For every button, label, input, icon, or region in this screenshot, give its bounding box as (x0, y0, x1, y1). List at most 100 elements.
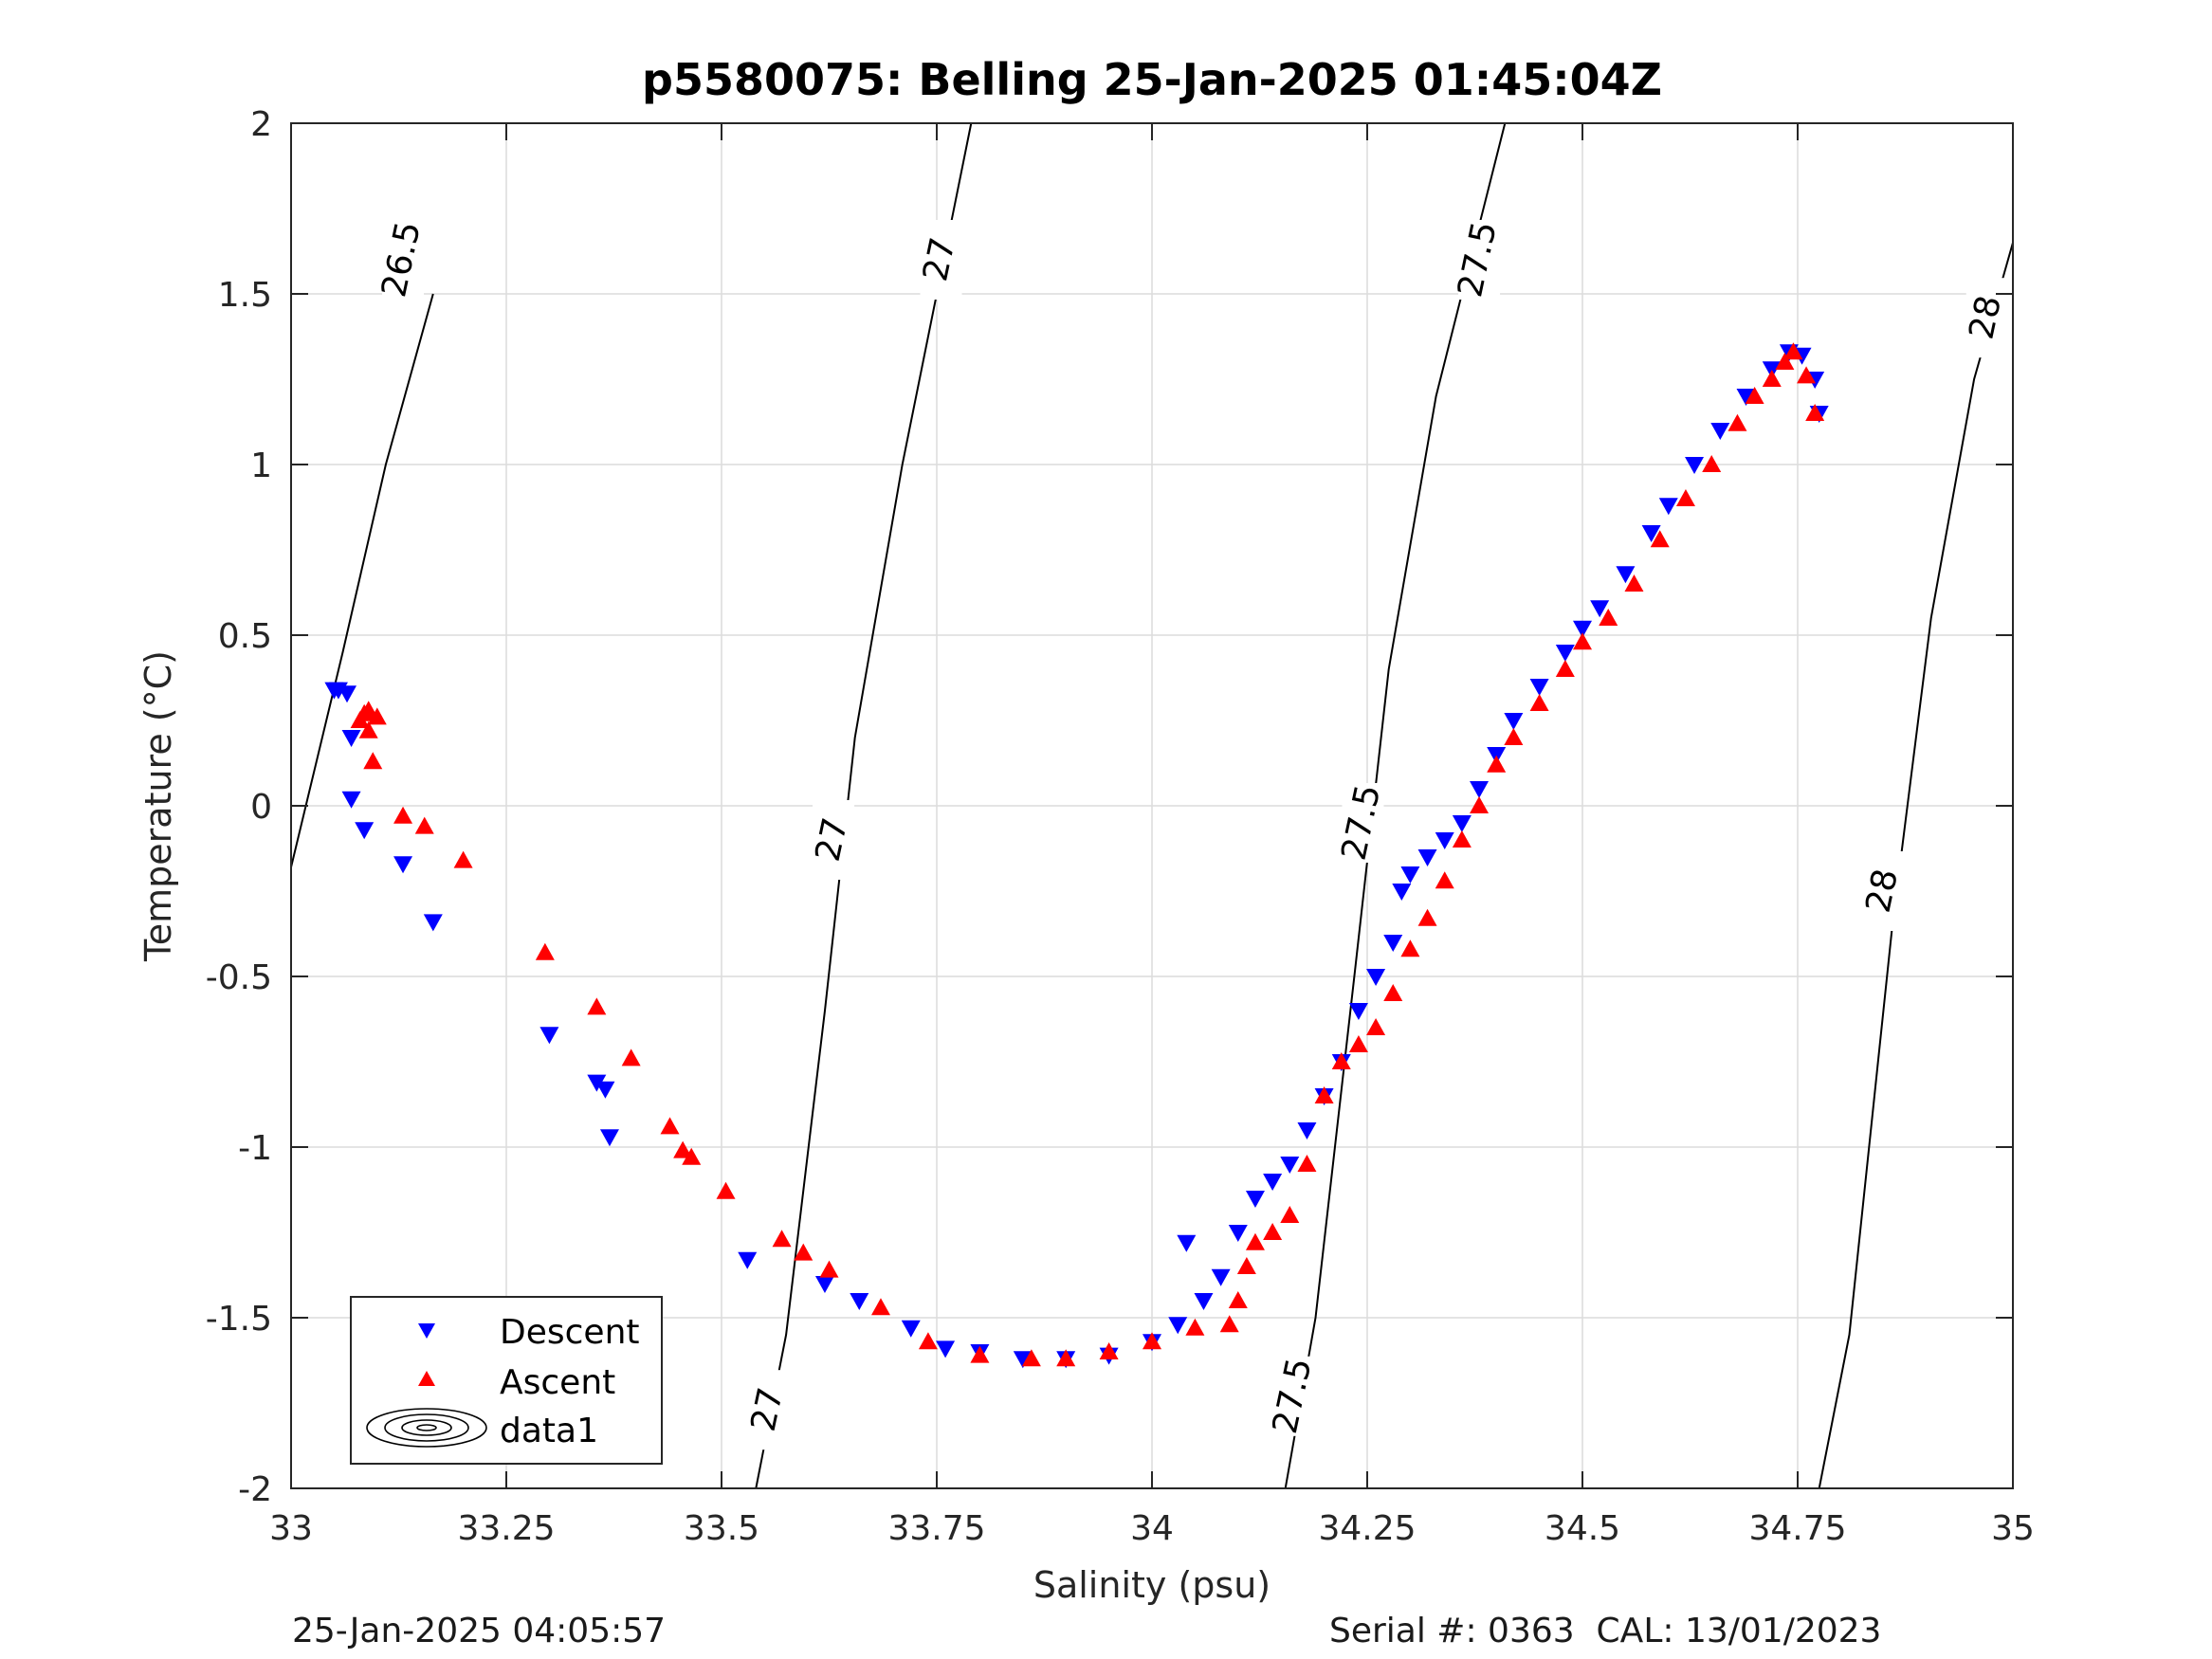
contour-label-mask (1458, 220, 1501, 300)
chart-title: p5580075: Belling 25-Jan-2025 01:45:04Z (642, 54, 1662, 105)
x-tick-label: 35 (1991, 1509, 2035, 1548)
footer-serial-cal: Serial #: 0363 CAL: 13/01/2023 (1329, 1612, 1882, 1650)
ascent-point (453, 850, 473, 868)
ascent-point (1245, 1232, 1265, 1250)
ascent-point (1228, 1291, 1248, 1308)
ascent-point (1297, 1155, 1317, 1172)
ascent-point (918, 1332, 938, 1350)
ascent-point (1056, 1349, 1076, 1367)
ascent-point (1783, 342, 1803, 360)
y-tick-label: -1 (238, 1129, 272, 1168)
descent-point (1211, 1268, 1231, 1286)
descent-point (1263, 1174, 1283, 1191)
contour-label: 27 (916, 234, 963, 284)
legend-descent-marker (418, 1323, 435, 1339)
ascent-point (1487, 755, 1507, 773)
ascent-point (1650, 530, 1670, 548)
descent-point (393, 856, 413, 874)
contour-label: 27 (809, 814, 856, 865)
y-tick-label: 2 (250, 105, 272, 144)
ascent-point (363, 752, 383, 770)
x-tick-label: 34.5 (1545, 1509, 1620, 1548)
contour-label-mask (382, 220, 425, 300)
descent-point (341, 791, 361, 809)
descent-point (1736, 389, 1756, 406)
contour-label-mask (920, 220, 962, 300)
descent-point (539, 1027, 559, 1045)
legend-ascent-marker (418, 1371, 435, 1386)
descent-point (599, 1129, 619, 1147)
ascent-point (772, 1230, 792, 1248)
legend-data1-label: data1 (500, 1412, 598, 1450)
ascent-point (1021, 1349, 1041, 1367)
descent-point (1280, 1157, 1300, 1174)
ascent-point (970, 1345, 990, 1363)
descent-point (1529, 679, 1549, 696)
x-tick-label: 33.5 (684, 1509, 759, 1548)
ascent-point (1143, 1332, 1161, 1350)
descent-point (1685, 457, 1705, 474)
ascent-point (1599, 609, 1618, 626)
x-tick-label: 34.25 (1318, 1509, 1416, 1548)
descent-point (1435, 832, 1454, 849)
contour-label-mask (813, 800, 855, 880)
descent-point (850, 1293, 869, 1310)
ascent-point (1383, 984, 1403, 1001)
ascent-point (358, 720, 378, 738)
ascent-point (587, 997, 607, 1015)
descent-point (1504, 713, 1524, 730)
contour-label: 28 (1962, 292, 2009, 342)
ascent-point (1573, 632, 1592, 650)
descent-point (1710, 423, 1730, 440)
descent-point (1452, 815, 1472, 832)
descent-point (1013, 1351, 1033, 1369)
descent-point (814, 1276, 834, 1293)
descent-point (1177, 1234, 1197, 1252)
y-tick-label: -2 (238, 1470, 272, 1509)
descent-point (1383, 935, 1403, 952)
y-tick-label: -0.5 (206, 958, 272, 997)
ascent-point (621, 1048, 641, 1066)
y-tick-label: 0 (250, 788, 272, 827)
legend-descent-label: Descent (500, 1313, 640, 1352)
ascent-point (660, 1117, 680, 1135)
ascent-point (1280, 1206, 1300, 1223)
descent-point (595, 1081, 615, 1099)
x-axis-label: Salinity (psu) (1033, 1564, 1271, 1606)
axis-ticks: 33 33.25 33.5 33.75 34 34.25 34.5 34.75 35 -2 -1.5… (206, 105, 2035, 1548)
descent-point (1392, 884, 1412, 901)
ascent-point (794, 1243, 814, 1261)
ascent-point (1624, 574, 1644, 592)
descent-point (1245, 1191, 1265, 1208)
ascent-point (367, 707, 387, 725)
ascent-point (414, 816, 434, 834)
ascent-point (1331, 1052, 1351, 1069)
ascent-point (1366, 1018, 1386, 1035)
ascent-point (1219, 1315, 1239, 1333)
x-tick-label: 33.25 (457, 1509, 555, 1548)
data-points (324, 342, 1829, 1369)
y-axis-label: Temperature (°C) (137, 650, 179, 962)
ascent-point (1452, 830, 1472, 848)
descent-point (1573, 620, 1592, 638)
x-tick-label: 33 (269, 1509, 313, 1548)
ascent-point (1762, 370, 1782, 387)
ascent-point (1348, 1035, 1368, 1052)
descent-point (423, 914, 443, 932)
ascent-point (1314, 1086, 1334, 1103)
descent-point (1168, 1317, 1188, 1335)
contour-label-mask (1862, 851, 1905, 931)
descent-point (1616, 566, 1636, 584)
ascent-point (1775, 353, 1795, 370)
ascent-point (1728, 413, 1747, 431)
x-tick-label: 34.75 (1748, 1509, 1846, 1548)
ascent-point (1745, 387, 1764, 404)
ascent-point (1504, 728, 1524, 745)
y-tick-label: 1 (250, 447, 272, 485)
contour-label-mask (1965, 278, 2008, 358)
descent-point (1366, 969, 1386, 986)
ascent-point (1435, 871, 1454, 889)
contour-label-mask (1342, 783, 1384, 863)
